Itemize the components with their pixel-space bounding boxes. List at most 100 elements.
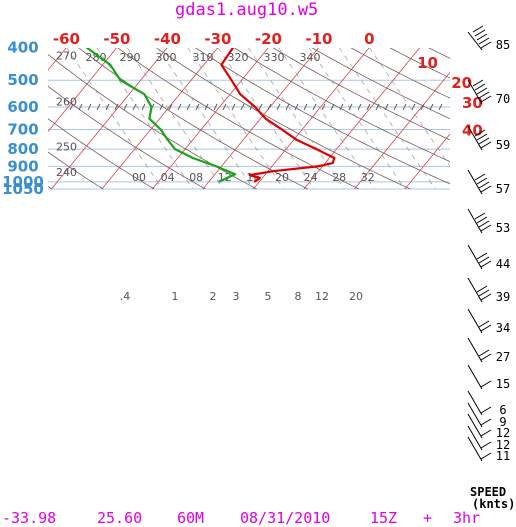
wind-barb-feather (480, 41, 492, 49)
temperature-curve (220, 48, 336, 183)
dry-adiabat-line (428, 48, 450, 59)
hash-mark (321, 103, 326, 111)
wind-speed-label: 9 (499, 415, 506, 429)
theta-top-label: 330 (264, 51, 285, 64)
wind-barb-feather (472, 25, 484, 33)
wind-barb-feather (480, 185, 492, 193)
hash-mark (357, 103, 362, 111)
hash-mark (411, 103, 416, 111)
dry-adiabat-line (389, 48, 450, 79)
theta-top-label: 290 (120, 51, 141, 64)
footer-longitude: 25.60 (97, 509, 142, 527)
dry-adiabat-line (117, 48, 360, 190)
hash-mark (159, 103, 164, 111)
wind-barb-feather (476, 177, 488, 185)
wind-speed-label: 34 (496, 321, 510, 335)
footer-time: 15Z (370, 509, 397, 527)
pressure-tick-label: 600 (7, 98, 38, 116)
isotherm-top-label: -60 (53, 30, 80, 48)
isotherm-top-label: 0 (364, 30, 374, 48)
mixing-ratio-lower-label: 20 (349, 290, 363, 303)
mixing-ratio-lower-label: 2 (210, 290, 217, 303)
isotherm-line (354, 71, 450, 190)
wind-barb-feather (480, 224, 492, 232)
wind-barb-feather (476, 285, 488, 293)
wind-barb-staff (467, 364, 483, 390)
isotherm-line (455, 48, 516, 189)
theta-top-label: 300 (156, 51, 177, 64)
wind-speed-label: 70 (496, 92, 510, 106)
hash-mark (384, 103, 389, 111)
hash-mark (240, 103, 245, 111)
mixing-ratio-lower-label: 1 (172, 290, 179, 303)
hash-mark (105, 103, 110, 111)
mixing-ratio-lower-label: .4 (120, 290, 131, 303)
dry-adiabat-line (467, 48, 516, 190)
wind-barb-feather (478, 349, 490, 357)
wind-barb-staff (467, 244, 483, 270)
wind-speed-label: 44 (496, 257, 510, 271)
mixing-ratio-lower-label: 8 (295, 290, 302, 303)
hash-mark (348, 103, 353, 111)
dry-adiabat-line (156, 48, 411, 190)
wind-barb-staff (467, 402, 483, 428)
isotherm-line (202, 48, 320, 190)
wind-barb-feather (474, 173, 486, 181)
wind-barb-feather (480, 429, 492, 437)
wind-barb-feather (480, 418, 492, 426)
isotherm-top-label: -40 (154, 30, 181, 48)
hash-mark (258, 103, 263, 111)
mixing-ratio-line (187, 48, 284, 190)
isotherm-right-label: 40 (462, 122, 483, 140)
isotherm-right-label: 20 (451, 74, 472, 92)
wind-barb-feather (480, 141, 492, 149)
hash-mark (114, 103, 119, 111)
pressure-tick-label: 900 (7, 157, 38, 175)
wind-barb-feather (480, 353, 492, 361)
isotherm-line (48, 48, 118, 133)
footer-latitude: -33.98 (2, 509, 56, 527)
wind-barb-feather (478, 91, 490, 99)
theta-top-label: 340 (300, 51, 321, 64)
mixing-ratio-upper-label: 00 (132, 171, 146, 184)
mixing-ratio-upper-label: 04 (161, 171, 175, 184)
hash-mark (285, 103, 290, 111)
wind-barb-feather (476, 216, 488, 224)
theta-top-label: 320 (228, 51, 249, 64)
mixing-ratio-lower-label: 5 (265, 290, 272, 303)
theta-left-label: 240 (56, 166, 77, 179)
hash-mark (78, 103, 83, 111)
wind-speed-label: 57 (496, 182, 510, 196)
wind-speed-label: 11 (496, 449, 510, 463)
wind-speed-label: 6 (499, 403, 506, 417)
isotherm-labels: -60 -50 -40 -30 -20 -10 0 10 20 30 40 (53, 30, 483, 140)
wind-speed-label: 12 (496, 438, 510, 452)
hash-mark (186, 103, 191, 111)
sounding-curves (85, 48, 336, 183)
wind-barb-staff (467, 425, 483, 451)
hash-mark (402, 103, 407, 111)
chart-title: gdas1.aug10.w5 (175, 0, 318, 20)
wind-barb-feather (480, 380, 492, 388)
isotherm-line (152, 48, 269, 190)
wind-speed-label: 15 (496, 377, 510, 391)
hash-mark (204, 103, 209, 111)
dry-adiabat-line (233, 48, 450, 163)
theta-top-label: 310 (193, 51, 214, 64)
wind-barb-staff (467, 79, 483, 105)
hash-mark (195, 103, 200, 111)
footer-elevation: 60M (177, 509, 204, 527)
isotherm-right-label: 30 (462, 94, 483, 112)
wind-barb-staff (467, 277, 483, 303)
dry-adiabat-line (48, 85, 206, 190)
mixing-ratio-line (126, 48, 224, 190)
mixing-ratio-upper-label: 08 (189, 171, 203, 184)
wind-barb-feather (474, 83, 486, 91)
wind-barb-staff (467, 308, 483, 334)
hash-mark (213, 103, 218, 111)
hash-mark (420, 103, 425, 111)
wind-barb-feather (478, 256, 490, 264)
